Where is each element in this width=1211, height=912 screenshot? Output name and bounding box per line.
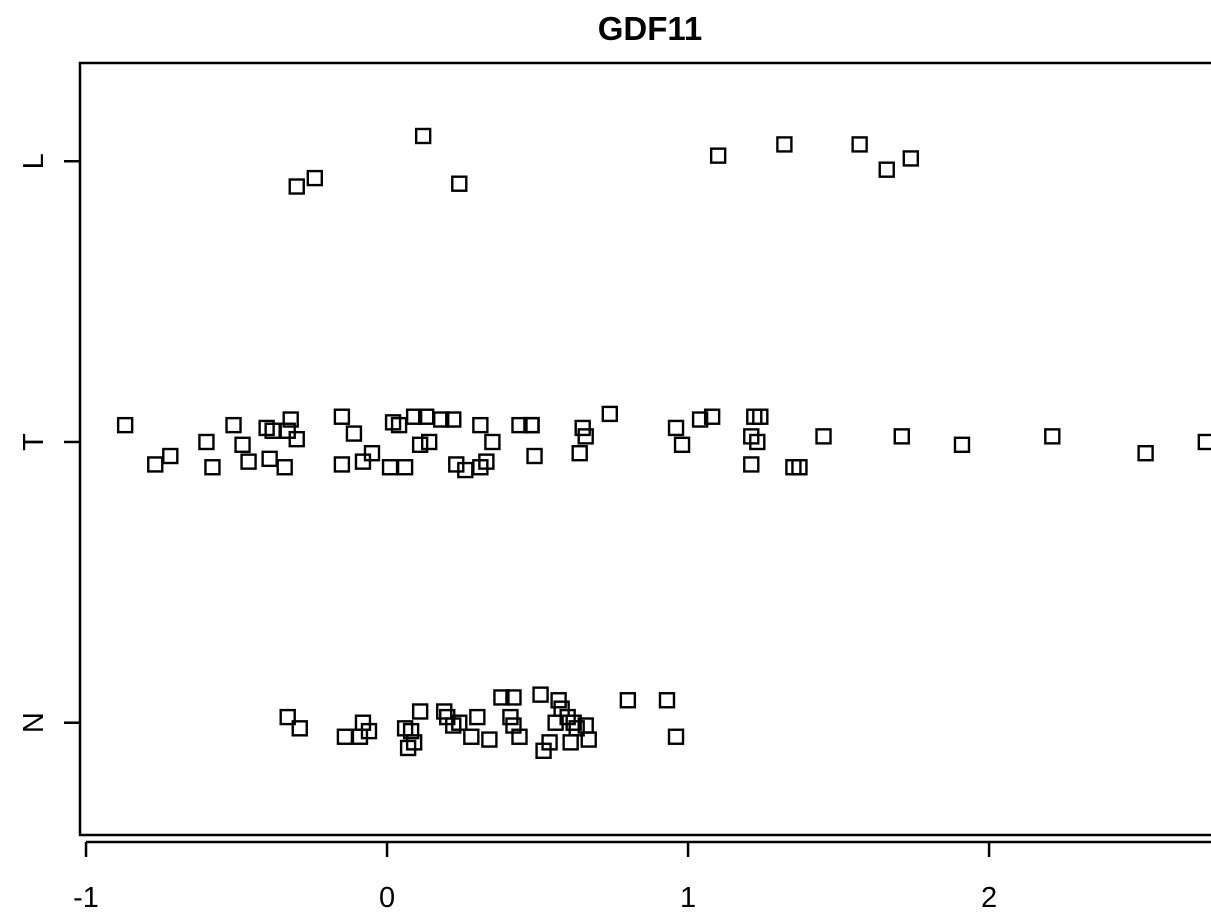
- data-point-T: [118, 418, 132, 432]
- data-point-T: [148, 457, 162, 471]
- data-point-N: [660, 693, 674, 707]
- y-tick-label: L: [18, 153, 50, 169]
- data-point-L: [308, 171, 322, 185]
- data-point-N: [564, 735, 578, 749]
- data-point-T: [242, 455, 256, 469]
- data-points: [118, 129, 1211, 758]
- data-point-T: [744, 457, 758, 471]
- data-point-T: [205, 460, 219, 474]
- data-point-T: [356, 455, 370, 469]
- data-point-N: [482, 733, 496, 747]
- data-point-T: [473, 418, 487, 432]
- data-point-N: [338, 730, 352, 744]
- data-point-N: [621, 693, 635, 707]
- data-point-T: [895, 429, 909, 443]
- data-point-L: [777, 137, 791, 151]
- data-point-T: [227, 418, 241, 432]
- data-point-T: [383, 460, 397, 474]
- x-tick-label: 2: [981, 882, 997, 912]
- data-point-N: [464, 730, 478, 744]
- data-point-T: [290, 432, 304, 446]
- data-point-T: [449, 457, 463, 471]
- data-point-L: [853, 137, 867, 151]
- x-tick-label: 0: [379, 882, 395, 912]
- data-point-T: [1199, 435, 1211, 449]
- data-point-T: [1045, 429, 1059, 443]
- data-point-L: [904, 151, 918, 165]
- data-point-N: [669, 730, 683, 744]
- data-point-T: [669, 421, 683, 435]
- data-point-T: [236, 438, 250, 452]
- data-point-T: [675, 438, 689, 452]
- data-point-T: [347, 427, 361, 441]
- data-point-N: [413, 704, 427, 718]
- data-point-N: [534, 688, 548, 702]
- data-point-T: [1139, 446, 1153, 460]
- data-point-T: [278, 460, 292, 474]
- data-point-T: [573, 446, 587, 460]
- data-point-T: [335, 457, 349, 471]
- x-tick-label: 1: [680, 882, 696, 912]
- data-point-T: [458, 463, 472, 477]
- data-point-T: [263, 452, 277, 466]
- y-tick-label: T: [18, 433, 50, 451]
- chart-title: GDF11: [598, 10, 703, 47]
- data-point-N: [470, 710, 484, 724]
- data-point-T: [603, 407, 617, 421]
- data-point-T: [485, 435, 499, 449]
- data-point-T: [817, 429, 831, 443]
- data-point-T: [955, 438, 969, 452]
- data-point-T: [398, 460, 412, 474]
- data-point-T: [528, 449, 542, 463]
- data-point-L: [416, 129, 430, 143]
- data-point-L: [711, 149, 725, 163]
- data-point-L: [290, 180, 304, 194]
- data-point-L: [452, 177, 466, 191]
- x-tick-label: -1: [73, 882, 99, 912]
- data-point-T: [163, 449, 177, 463]
- data-point-N: [353, 730, 367, 744]
- data-point-T: [335, 410, 349, 424]
- data-point-L: [880, 163, 894, 177]
- y-tick-label: N: [18, 712, 50, 733]
- data-point-T: [199, 435, 213, 449]
- data-point-T: [365, 446, 379, 460]
- axes: -1 0 1 2 N T L: [18, 63, 1211, 912]
